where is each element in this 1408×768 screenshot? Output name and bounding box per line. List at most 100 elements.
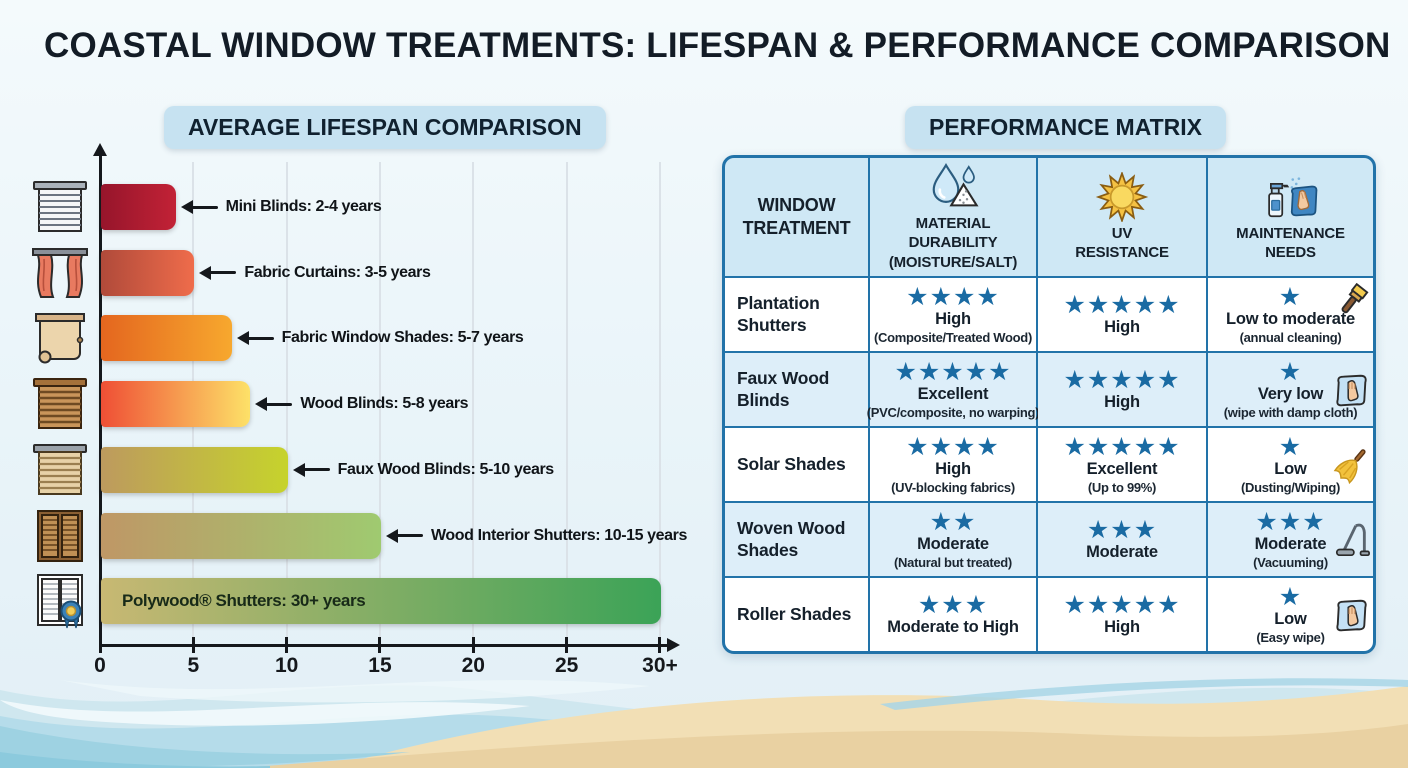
axis-tick-label: 25 — [554, 654, 579, 677]
star-rating: ★★★★ — [906, 432, 1000, 461]
paintbrush-icon — [1333, 282, 1371, 320]
lifespan-chart: 0 5 10 15 20 25 30+ Mini Blinds: 2-4 years Fabri… — [0, 0, 710, 700]
star-rating: ★★★ — [1255, 507, 1326, 536]
star-rating: ★ — [1278, 282, 1303, 311]
star-rating: ★ — [1278, 357, 1303, 386]
rating-note: (Composite/Treated Wood) — [874, 330, 1032, 345]
x-axis-line — [99, 644, 669, 647]
treatment-name: Faux Wood Blinds — [737, 368, 830, 410]
rating-note: (Vacuuming) — [1253, 555, 1328, 570]
rating-note: (Natural but treated) — [894, 555, 1012, 570]
wood-shutters-icon — [30, 508, 90, 564]
star-rating: ★★ — [929, 507, 977, 536]
rating-text: Moderate to High — [887, 617, 1019, 636]
lifespan-bar — [101, 184, 176, 230]
rating-text: High — [1104, 392, 1140, 411]
rating-text: Moderate — [1086, 542, 1158, 561]
matrix-header-col-1: MATERIAL DURABILITY (MOISTURE/SALT) — [870, 158, 1036, 276]
star-rating: ★★★★★ — [1063, 432, 1181, 461]
durability-cell: ★★★★★ Excellent (PVC/composite, no warping… — [866, 353, 1040, 426]
matrix-header-col-2: UV RESISTANCE — [1038, 158, 1206, 276]
label-arrow-line — [395, 534, 423, 537]
rating-text: High — [1104, 317, 1140, 336]
axis-tick-label: 5 — [187, 654, 200, 677]
star-rating: ★★★ — [917, 589, 989, 619]
uv-cell: ★★★★★ Excellent (Up to 99%) — [1038, 428, 1206, 501]
rating-text: High — [935, 460, 971, 478]
matrix-header-label: UV RESISTANCE — [1075, 224, 1169, 261]
label-arrow-icon — [236, 331, 249, 346]
beach-wave-decoration — [0, 678, 1408, 768]
durability-cell: ★★★★ High (Composite/Treated Wood) — [870, 278, 1036, 351]
rating-note: (PVC/composite, no warping) — [866, 405, 1040, 420]
durability-cell: ★★★ Moderate to High — [870, 578, 1036, 651]
performance-matrix: WINDOW TREATMENT MATERIAL DURABILITY (MOI… — [722, 155, 1376, 654]
axis-tick-label: 15 — [368, 654, 392, 677]
page-title: COASTAL WINDOW TREATMENTS: LIFESPAN & PE… — [44, 26, 1391, 65]
lifespan-bar — [101, 315, 232, 362]
maintenance-cell: ★ Very low (wipe with damp cloth) — [1208, 353, 1373, 426]
star-rating: ★★★★★ — [1063, 589, 1181, 619]
star-rating: ★★★★★ — [894, 357, 1012, 386]
cloth-icon — [1333, 371, 1371, 409]
performance-matrix-grid: WINDOW TREATMENT MATERIAL DURABILITY (MOI… — [722, 155, 1376, 654]
chart-gridline — [658, 162, 661, 642]
rating-note: (Up to 99%) — [1087, 480, 1157, 495]
wood-blinds-icon — [30, 376, 90, 432]
chart-gridline — [378, 162, 381, 642]
axis-tick — [658, 637, 662, 653]
chart-gridline — [285, 162, 288, 642]
uv-cell: ★★★ Moderate — [1038, 503, 1206, 576]
axis-tick — [565, 637, 569, 653]
treatment-cell: Woven Wood Shades — [725, 503, 868, 576]
y-axis-arrow-icon — [93, 143, 107, 156]
cloth-icon — [1333, 596, 1371, 634]
rating-text: High — [935, 310, 971, 328]
star-rating: ★★★★★ — [1063, 289, 1181, 319]
maintenance-cell: ★ Low (Easy wipe) — [1208, 578, 1373, 651]
matrix-header-label: MAINTENANCE NEEDS — [1236, 224, 1345, 261]
fabric-curtains-icon — [30, 245, 90, 301]
uv-cell: ★★★★★ High — [1038, 578, 1206, 651]
mini-blinds-icon — [30, 179, 90, 235]
y-axis-line — [99, 154, 102, 646]
uv-cell: ★★★★★ High — [1038, 278, 1206, 351]
matrix-header-label: WINDOW TREATMENT — [742, 194, 851, 238]
x-axis-arrow-icon — [667, 638, 680, 652]
treatment-name: Solar Shades — [737, 453, 846, 474]
rating-note: (UV-blocking fabrics) — [891, 480, 1015, 495]
treatment-name: Plantation Shutters — [737, 293, 820, 335]
lifespan-bar — [101, 578, 661, 625]
rating-text: Low — [1274, 610, 1307, 628]
rating-text: Low to moderate — [1225, 310, 1355, 328]
axis-tick-label: 0 — [94, 654, 106, 677]
treatment-cell: Faux Wood Blinds — [725, 353, 868, 426]
label-arrow-icon — [292, 462, 305, 477]
rating-text: Moderate — [1254, 535, 1327, 553]
star-rating: ★★★★★ — [1063, 364, 1181, 394]
matrix-header-col-0: WINDOW TREATMENT — [725, 158, 868, 276]
lifespan-bar — [101, 249, 195, 296]
axis-tick — [191, 637, 195, 653]
maintenance-cell: ★★★ Moderate (Vacuuming) — [1208, 503, 1373, 576]
label-arrow-icon — [385, 528, 398, 543]
matrix-header-col-3: MAINTENANCE NEEDS — [1208, 158, 1373, 276]
lifespan-bar — [101, 446, 288, 493]
bar-label: Polywood® Shutters: 30+ years — [122, 591, 366, 611]
matrix-header-label: MATERIAL DURABILITY (MOISTURE/SALT) — [888, 215, 1018, 271]
rating-text: Moderate — [917, 535, 989, 553]
bar-label: Fabric Window Shades: 5-7 years — [281, 329, 524, 347]
label-arrow-line — [302, 468, 330, 472]
label-arrow-line — [246, 336, 274, 340]
axis-tick — [98, 637, 102, 653]
label-arrow-icon — [199, 265, 212, 280]
durability-cell: ★★ Moderate (Natural but treated) — [870, 503, 1036, 576]
treatment-name: Roller Shades — [737, 603, 852, 624]
rating-note: (Easy wipe) — [1256, 630, 1325, 645]
bar-label: Faux Wood Blinds: 5-10 years — [337, 460, 555, 478]
treatment-name: Woven Wood Shades — [737, 518, 846, 560]
duster-icon — [1333, 446, 1371, 484]
bar-label: Fabric Curtains: 3-5 years — [244, 263, 431, 281]
star-rating: ★ — [1278, 582, 1303, 611]
axis-tick-label: 10 — [274, 654, 299, 677]
